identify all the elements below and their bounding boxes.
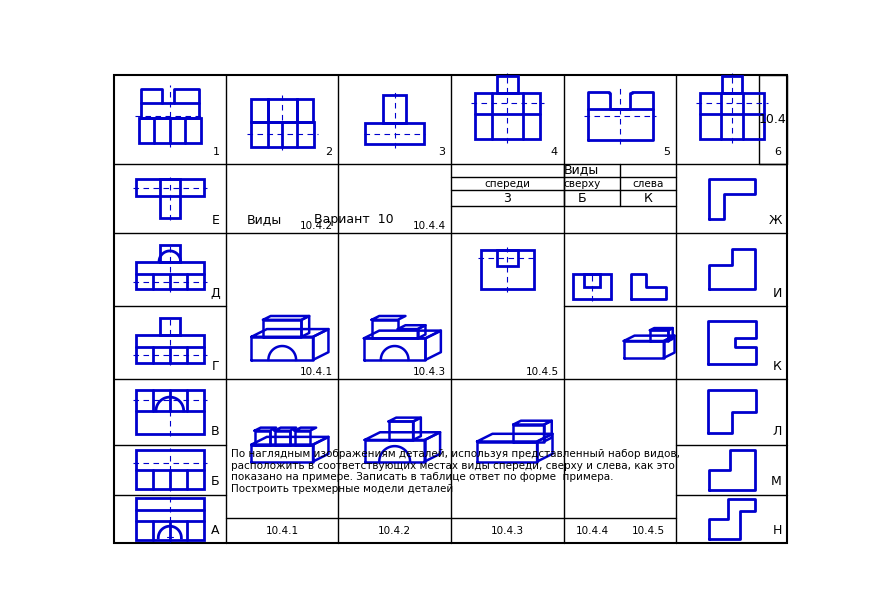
Bar [136, 262, 204, 289]
Bar [496, 250, 518, 266]
Text: Виды: Виды [247, 213, 282, 226]
Bar [136, 450, 204, 489]
Text: М: М [770, 476, 781, 488]
Text: 10.4.3: 10.4.3 [490, 526, 523, 536]
Bar [584, 274, 599, 287]
Text: К: К [643, 192, 651, 206]
Text: И: И [772, 287, 781, 300]
Text: Виды: Виды [564, 163, 599, 176]
Text: По наглядным изображениям деталей, используя представленный набор видов,
располо: По наглядным изображениям деталей, испол… [231, 449, 680, 494]
Text: спереди: спереди [484, 179, 529, 188]
Text: А: А [211, 524, 220, 537]
Bar [136, 389, 204, 434]
Bar [250, 122, 313, 147]
Text: 10.4.1: 10.4.1 [299, 367, 333, 377]
Text: 4: 4 [551, 147, 558, 157]
Text: 10.4.2: 10.4.2 [299, 220, 333, 231]
Text: 3: 3 [502, 192, 510, 206]
Text: 3: 3 [437, 147, 444, 157]
Bar [297, 99, 313, 122]
Text: В: В [211, 425, 220, 438]
Text: Г: Г [212, 360, 220, 373]
Text: 10.4.5: 10.4.5 [631, 526, 664, 536]
Bar [496, 76, 518, 92]
Bar [136, 335, 204, 362]
Text: К: К [773, 360, 781, 373]
Bar [383, 95, 406, 123]
Bar [481, 250, 533, 289]
Text: 10.4: 10.4 [758, 113, 786, 126]
Text: 2: 2 [325, 147, 332, 157]
Bar [267, 99, 297, 122]
Bar [475, 92, 539, 139]
Text: Б: Б [211, 476, 220, 488]
Bar [160, 245, 180, 262]
Text: слева: слева [631, 179, 663, 188]
Text: Е: Е [212, 214, 220, 226]
Bar [699, 92, 763, 139]
Text: 1: 1 [212, 147, 220, 157]
Bar [572, 274, 611, 299]
Text: Д: Д [210, 287, 220, 300]
Bar [365, 123, 423, 144]
Text: 10.4.4: 10.4.4 [575, 526, 608, 536]
Text: сверху: сверху [563, 179, 600, 188]
Text: Ж: Ж [767, 214, 781, 226]
Text: 6: 6 [774, 147, 781, 157]
Bar [160, 318, 180, 335]
Text: Л: Л [772, 425, 781, 438]
Text: 10.4.2: 10.4.2 [378, 526, 411, 536]
Bar [721, 76, 741, 92]
Bar [139, 118, 200, 143]
Text: Н: Н [772, 524, 781, 537]
Text: Б: Б [577, 192, 586, 206]
Text: 10.4.1: 10.4.1 [265, 526, 299, 536]
Text: 10.4.4: 10.4.4 [413, 220, 446, 231]
Bar [160, 179, 180, 218]
Bar [136, 179, 204, 196]
Text: Вариант  10: Вариант 10 [313, 213, 393, 226]
Text: 10.4.5: 10.4.5 [525, 367, 558, 377]
Text: 10.4.3: 10.4.3 [413, 367, 446, 377]
Bar [251, 99, 267, 122]
Bar [136, 498, 204, 540]
Text: 5: 5 [663, 147, 670, 157]
Bar [758, 75, 787, 164]
